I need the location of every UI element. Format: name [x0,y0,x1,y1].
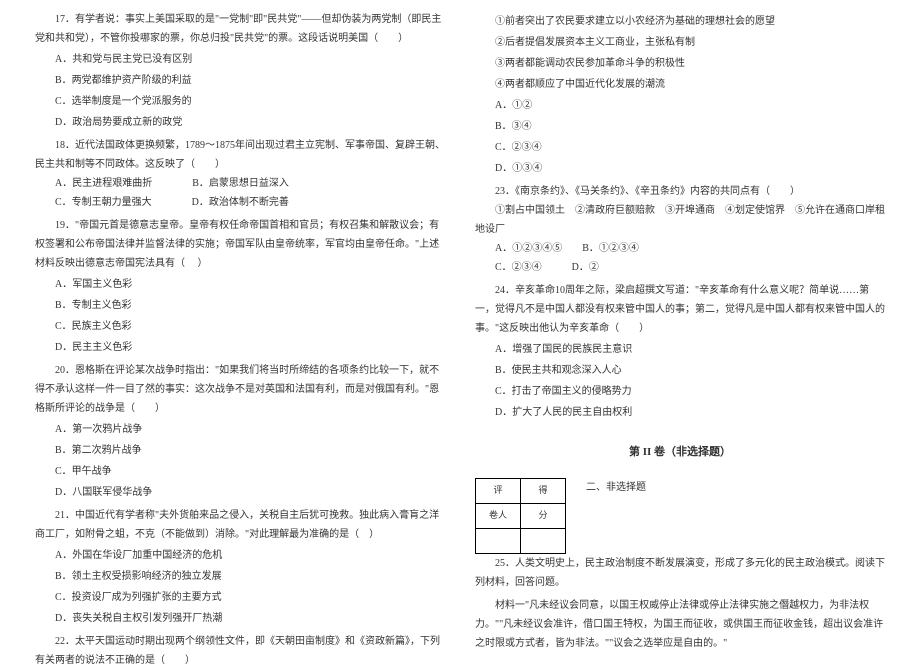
q21-option-b: B．领土主权受损影响经济的独立发展 [35,567,445,586]
score-table: 评 得 卷人 分 [475,478,566,554]
q22-opt-1: ①前者突出了农民要求建立以小农经济为基础的理想社会的愿望 [475,12,885,31]
question-21: 21．中国近代有学者称"夫外货舶来品之侵入，关税自主后犹可挽救。独此病入膏肓之洋… [35,506,445,628]
score-cell-score: 得 [521,478,566,503]
q22-option-d: D．①③④ [475,159,885,178]
q19-option-c: C．民族主义色彩 [35,317,445,336]
question-19: 19．"帝国元首是德意志皇帝。皇帝有权任命帝国首相和官员；有权召集和解散议会；有… [35,216,445,357]
q20-option-c: C．甲午战争 [35,462,445,481]
q22-option-c: C．②③④ [475,138,885,157]
question-23-text: 23．《南京条约》、《马关条约》、《辛丑条约》内容的共同点有（ ） [475,182,885,201]
q24-option-a: A．增强了国民的民族民主意识 [475,340,885,359]
left-column: 17．有学者说：事实上美国采取的是"一党制"即"民共党"——但却伪装为两党制（即… [20,10,460,641]
question-23: 23．《南京条约》、《马关条约》、《辛丑条约》内容的共同点有（ ） ①割占中国领… [475,182,885,277]
q19-option-a: A．军国主义色彩 [35,275,445,294]
question-17-text: 17．有学者说：事实上美国采取的是"一党制"即"民共党"——但却伪装为两党制（即… [35,10,445,48]
q22-opt-2: ②后者提倡发展资本主义工商业，主张私有制 [475,33,885,52]
question-18-text: 18．近代法国政体更换频繁，1789～1875年间出现过君主立宪制、军事帝国、复… [35,136,445,174]
right-column: ①前者突出了农民要求建立以小农经济为基础的理想社会的愿望 ②后者提倡发展资本主义… [460,10,900,641]
question-24: 24．辛亥革命10周年之际，梁启超撰文写道："辛亥革命有什么意义呢？简单说……第… [475,281,885,422]
question-20: 20．恩格斯在评论某次战争时指出："如果我们将当时所缔结的各项条约比较一下，就不… [35,361,445,502]
q24-option-d: D．扩大了人民的民主自由权利 [475,403,885,422]
question-23-opts: ①割占中国领土 ②清政府巨额赔款 ③开埠通商 ④划定使馆界 ⑤允许在通商口岸租地… [475,201,885,239]
q21-option-d: D．丧失关税自主权引发列强开厂热潮 [35,609,445,628]
section-2-title: 第 II 卷（非选择题） [475,442,885,463]
q21-option-a: A．外国在华设厂加重中国经济的危机 [35,546,445,565]
question-22-text: 22．太平天国运动时期出现两个纲领性文件，即《天朝田亩制度》和《资政新篇》，下列… [35,632,445,670]
score-cell-eval: 评 [476,478,521,503]
score-cell-points: 分 [521,503,566,528]
q23-option-ab: A．①②③④⑤ B．①②③④ [475,239,885,258]
q22-opt-3: ③两者都能调动农民参加革命斗争的积极性 [475,54,885,73]
q22-option-a: A．①② [475,96,885,115]
q19-option-b: B．专制主义色彩 [35,296,445,315]
question-19-text: 19．"帝国元首是德意志皇帝。皇帝有权任命帝国首相和官员；有权召集和解散议会；有… [35,216,445,273]
q24-option-b: B．使民主共和观念深入人心 [475,361,885,380]
question-22-opts: ①前者突出了农民要求建立以小农经济为基础的理想社会的愿望 ②后者提倡发展资本主义… [475,12,885,178]
question-17: 17．有学者说：事实上美国采取的是"一党制"即"民共党"——但却伪装为两党制（即… [35,10,445,132]
q17-option-c: C．选举制度是一个党派服务的 [35,92,445,111]
q22-opt-4: ④两者都顺应了中国近代化发展的潮流 [475,75,885,94]
q23-option-cd: C．②③④ D．② [475,258,885,277]
score-cell-empty2 [521,528,566,553]
q22-option-b: B．③④ [475,117,885,136]
q17-option-d: D．政治局势要成立新的政党 [35,113,445,132]
q19-option-d: D．民主主义色彩 [35,338,445,357]
q18-option-cd: C．专制王朝力量强大 D．政治体制不断完善 [35,193,445,212]
question-22: 22．太平天国运动时期出现两个纲领性文件，即《天朝田亩制度》和《资政新篇》，下列… [35,632,445,670]
question-25-text: 25．人类文明史上，民主政治制度不断发展演变，形成了多元化的民主政治模式。阅读下… [475,554,885,592]
q17-option-a: A．共和党与民主党已没有区别 [35,50,445,69]
q20-option-d: D．八国联军侵华战争 [35,483,445,502]
question-18: 18．近代法国政体更换频繁，1789～1875年间出现过君主立宪制、军事帝国、复… [35,136,445,212]
score-cell-empty1 [476,528,521,553]
score-section: 评 得 卷人 分 二、非选择题 [475,478,885,554]
question-21-text: 21．中国近代有学者称"夫外货舶来品之侵入，关税自主后犹可挽救。独此病入膏肓之洋… [35,506,445,544]
question-24-text: 24．辛亥革命10周年之际，梁启超撰文写道："辛亥革命有什么意义呢？简单说……第… [475,281,885,338]
question-25-material: 材料一"凡未经议会同意，以国王权威停止法律或停止法律实施之僭越权力，为非法权力。… [475,596,885,653]
question-20-text: 20．恩格斯在评论某次战争时指出："如果我们将当时所缔结的各项条约比较一下，就不… [35,361,445,418]
q20-option-a: A．第一次鸦片战争 [35,420,445,439]
q21-option-c: C．投资设厂成为列强扩张的主要方式 [35,588,445,607]
subsection-title: 二、非选择题 [586,478,646,497]
question-25: 25．人类文明史上，民主政治制度不断发展演变，形成了多元化的民主政治模式。阅读下… [475,554,885,653]
q18-option-ab: A．民主进程艰难曲折 B．启蒙思想日益深入 [35,174,445,193]
q20-option-b: B．第二次鸦片战争 [35,441,445,460]
q24-option-c: C．打击了帝国主义的侵略势力 [475,382,885,401]
q17-option-b: B．两党都维护资产阶级的利益 [35,71,445,90]
score-cell-person: 卷人 [476,503,521,528]
